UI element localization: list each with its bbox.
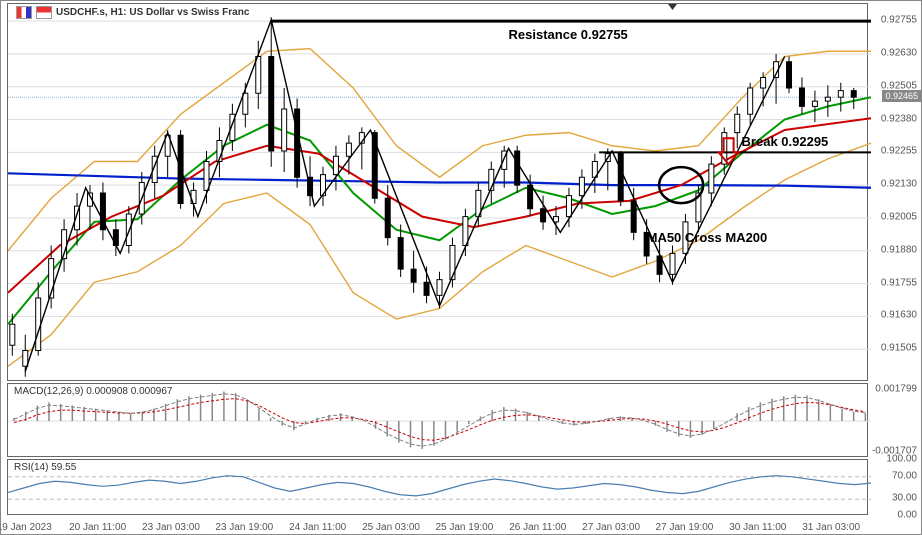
x-tick-label: 25 Jan 03:00	[362, 522, 420, 533]
resistance-annotation: Resistance 0.92755	[509, 27, 628, 42]
y-tick-label: 0.92630	[881, 47, 917, 58]
chart-title-bar: USDCHF.s, H1: US Dollar vs Swiss Franc	[16, 6, 249, 19]
rsi-ytick: 100.00	[886, 454, 917, 465]
x-tick-label: 20 Jan 11:00	[69, 522, 126, 533]
price-y-axis: 0.91505 0.91630 0.91755 0.91880 0.92005 0.921…	[868, 3, 921, 381]
x-tick-label: 30 Jan 11:00	[729, 522, 786, 533]
macd-y-axis: 0.001799-0.001707	[868, 383, 921, 457]
y-tick-label: 0.91630	[881, 310, 917, 321]
x-tick-label: 31 Jan 03:00	[802, 522, 860, 533]
y-tick-label: 0.92130	[881, 179, 917, 190]
x-tick-label: 23 Jan 19:00	[215, 522, 273, 533]
y-tick-label: 0.92255	[881, 146, 917, 157]
ma-cross-annotation: MA50 Cross MA200	[647, 230, 768, 245]
x-tick-label: 27 Jan 19:00	[656, 522, 714, 533]
chart-title: USDCHF.s, H1: US Dollar vs Swiss Franc	[56, 7, 249, 18]
macd-ytick: 0.001799	[875, 384, 917, 395]
rsi-panel[interactable]: RSI(14) 59.55	[7, 459, 868, 515]
price-panel[interactable]: USDCHF.s, H1: US Dollar vs Swiss Franc R…	[7, 3, 868, 381]
rsi-canvas[interactable]	[8, 460, 871, 516]
y-tick-label: 0.92755	[881, 15, 917, 26]
current-price-tag: 0.92465	[882, 90, 921, 102]
x-tick-label: 27 Jan 03:00	[582, 522, 640, 533]
y-tick-label: 0.91755	[881, 277, 917, 288]
x-tick-label: 24 Jan 11:00	[289, 522, 346, 533]
y-tick-label: 0.92005	[881, 211, 917, 222]
symbol-icon	[16, 6, 32, 19]
rsi-y-axis: 100.0070.0030.000.00	[868, 459, 921, 515]
x-tick-label: 26 Jan 11:00	[509, 522, 566, 533]
rsi-label: RSI(14) 59.55	[14, 462, 76, 473]
x-tick-label: 19 Jan 2023	[0, 522, 52, 533]
macd-panel[interactable]: MACD(12,26,9) 0.000908 0.000967	[7, 383, 868, 457]
x-tick-label: 25 Jan 19:00	[435, 522, 493, 533]
price-chart-canvas[interactable]	[8, 4, 871, 382]
symbol-icon-alt	[36, 6, 52, 19]
y-tick-label: 0.91880	[881, 244, 917, 255]
macd-label: MACD(12,26,9) 0.000908 0.000967	[14, 386, 172, 397]
rsi-ytick: 30.00	[892, 493, 917, 504]
chart-frame: USDCHF.s, H1: US Dollar vs Swiss Franc R…	[0, 0, 922, 535]
time-x-axis: 19 Jan 202320 Jan 11:0023 Jan 03:0023 Ja…	[7, 517, 868, 535]
y-tick-label: 0.91505	[881, 343, 917, 354]
rsi-ytick: 0.00	[898, 510, 917, 521]
break-annotation: Break 0.92295	[742, 134, 829, 149]
x-tick-label: 23 Jan 03:00	[142, 522, 200, 533]
rsi-ytick: 70.00	[892, 470, 917, 481]
y-tick-label: 0.92380	[881, 113, 917, 124]
